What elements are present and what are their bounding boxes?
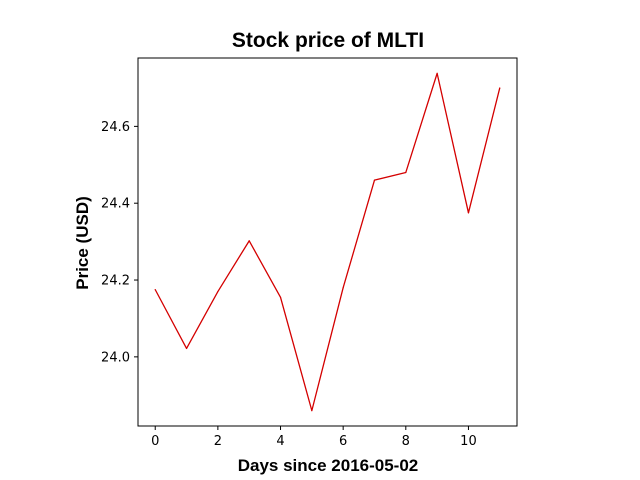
x-axis-ticks: 0 2 4 6 8 10 xyxy=(151,426,477,449)
x-axis-label: Days since 2016-05-02 xyxy=(238,456,419,475)
data-point xyxy=(279,296,282,298)
data-point xyxy=(185,347,188,350)
data-point xyxy=(342,287,344,289)
data-point xyxy=(499,87,501,89)
x-tick-label: 6 xyxy=(339,434,347,449)
y-tick-label: 24.6 xyxy=(101,120,130,135)
y-axis-ticks: 24.0 24.2 24.4 24.6 xyxy=(101,120,138,365)
data-point xyxy=(311,410,313,412)
data-points xyxy=(154,72,501,412)
y-axis-label: Price (USD) xyxy=(73,196,92,290)
y-tick-label: 24.2 xyxy=(101,274,130,289)
y-tick-label: 24.0 xyxy=(101,350,130,365)
data-point xyxy=(436,72,438,74)
data-point xyxy=(467,212,470,214)
data-point xyxy=(154,289,156,291)
data-point xyxy=(373,179,376,181)
plot-area xyxy=(137,57,518,427)
x-tick-label: 2 xyxy=(214,434,222,449)
x-tick-label: 8 xyxy=(402,434,410,449)
chart-title: Stock price of MLTI xyxy=(232,29,424,52)
data-point xyxy=(217,290,219,293)
y-tick-label: 24.4 xyxy=(101,197,130,212)
data-point xyxy=(405,171,407,174)
data-point xyxy=(248,240,250,242)
x-tick-label: 4 xyxy=(276,434,284,449)
x-tick-label: 0 xyxy=(151,434,159,449)
x-tick-label: 10 xyxy=(460,434,477,449)
plot-frame xyxy=(137,57,518,427)
price-series-line xyxy=(154,72,501,412)
